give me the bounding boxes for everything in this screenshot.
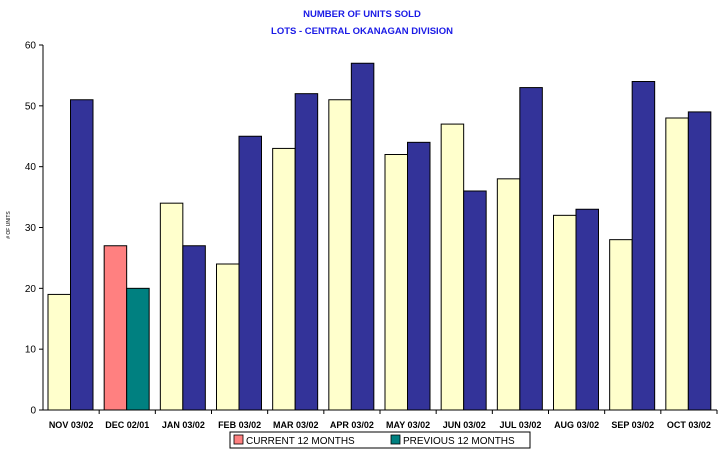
x-tick-label: MAR 03/02	[273, 420, 319, 430]
bar-current	[665, 117, 689, 411]
legend-box	[229, 431, 531, 449]
x-tick-label: OCT 03/02	[667, 420, 711, 430]
bar-previous	[631, 81, 656, 411]
x-tick-label: JAN 03/02	[162, 420, 205, 430]
bar-current	[609, 239, 633, 411]
bar-current	[496, 178, 521, 411]
legend: CURRENT 12 MONTHS PREVIOUS 12 MONTHS	[229, 431, 531, 449]
bar-previous	[126, 287, 150, 411]
legend-label-current: CURRENT 12 MONTHS	[246, 436, 355, 447]
bar-previous	[238, 135, 262, 411]
bar-previous	[350, 62, 375, 411]
bar-current	[272, 147, 296, 411]
bar-current	[440, 123, 465, 411]
bar-current	[553, 214, 577, 411]
y-tick-label: 0	[30, 406, 36, 417]
bar-previous	[519, 87, 543, 411]
x-tick-label: AUG 03/02	[554, 420, 599, 430]
y-tick-label: 20	[25, 284, 37, 295]
y-tick-label: 30	[25, 223, 37, 234]
x-tick-label: APR 03/02	[330, 420, 374, 430]
bar-current	[328, 99, 352, 411]
bar-current	[216, 263, 240, 411]
x-tick-label: JUL 03/02	[499, 420, 541, 430]
bar-previous	[294, 93, 319, 411]
bar-previous	[407, 141, 431, 411]
bar-current	[159, 202, 184, 411]
x-tick-label: FEB 03/02	[218, 420, 261, 430]
x-tick-label: DEC 02/01	[105, 420, 149, 430]
x-axis: NOV 03/02 DEC 02/01 JAN 03/02 FEB 03/02 MAR …	[49, 410, 718, 430]
chart-subtitle: LOTS - CENTRAL OKANAGAN DIVISION	[271, 26, 453, 37]
legend-label-previous: PREVIOUS 12 MONTHS	[403, 436, 515, 447]
x-tick-label: MAY 03/02	[386, 420, 430, 430]
bar-previous	[575, 208, 599, 411]
bar-previous	[70, 99, 94, 411]
bar-current	[47, 293, 71, 411]
y-axis-label: # OF UNITS	[6, 211, 12, 239]
y-axis: 0 10 20 30 40 50 60	[25, 41, 43, 417]
bar-previous	[687, 111, 712, 411]
chart-title: NUMBER OF UNITS SOLD	[303, 9, 421, 20]
y-tick-label: 50	[25, 101, 37, 112]
bars	[47, 62, 712, 411]
y-tick-label: 60	[25, 41, 37, 52]
bar-previous	[182, 245, 206, 411]
legend-swatch-current	[233, 434, 244, 445]
y-tick-label: 10	[25, 345, 37, 356]
bar-current	[384, 154, 408, 411]
x-tick-label: NOV 03/02	[49, 420, 94, 430]
bar-current	[103, 245, 128, 411]
y-tick-label: 40	[25, 162, 37, 173]
x-tick-label: JUN 03/02	[443, 420, 486, 430]
legend-swatch-previous	[390, 434, 401, 445]
x-tick-label: SEP 03/02	[611, 420, 654, 430]
bar-previous	[463, 190, 487, 411]
